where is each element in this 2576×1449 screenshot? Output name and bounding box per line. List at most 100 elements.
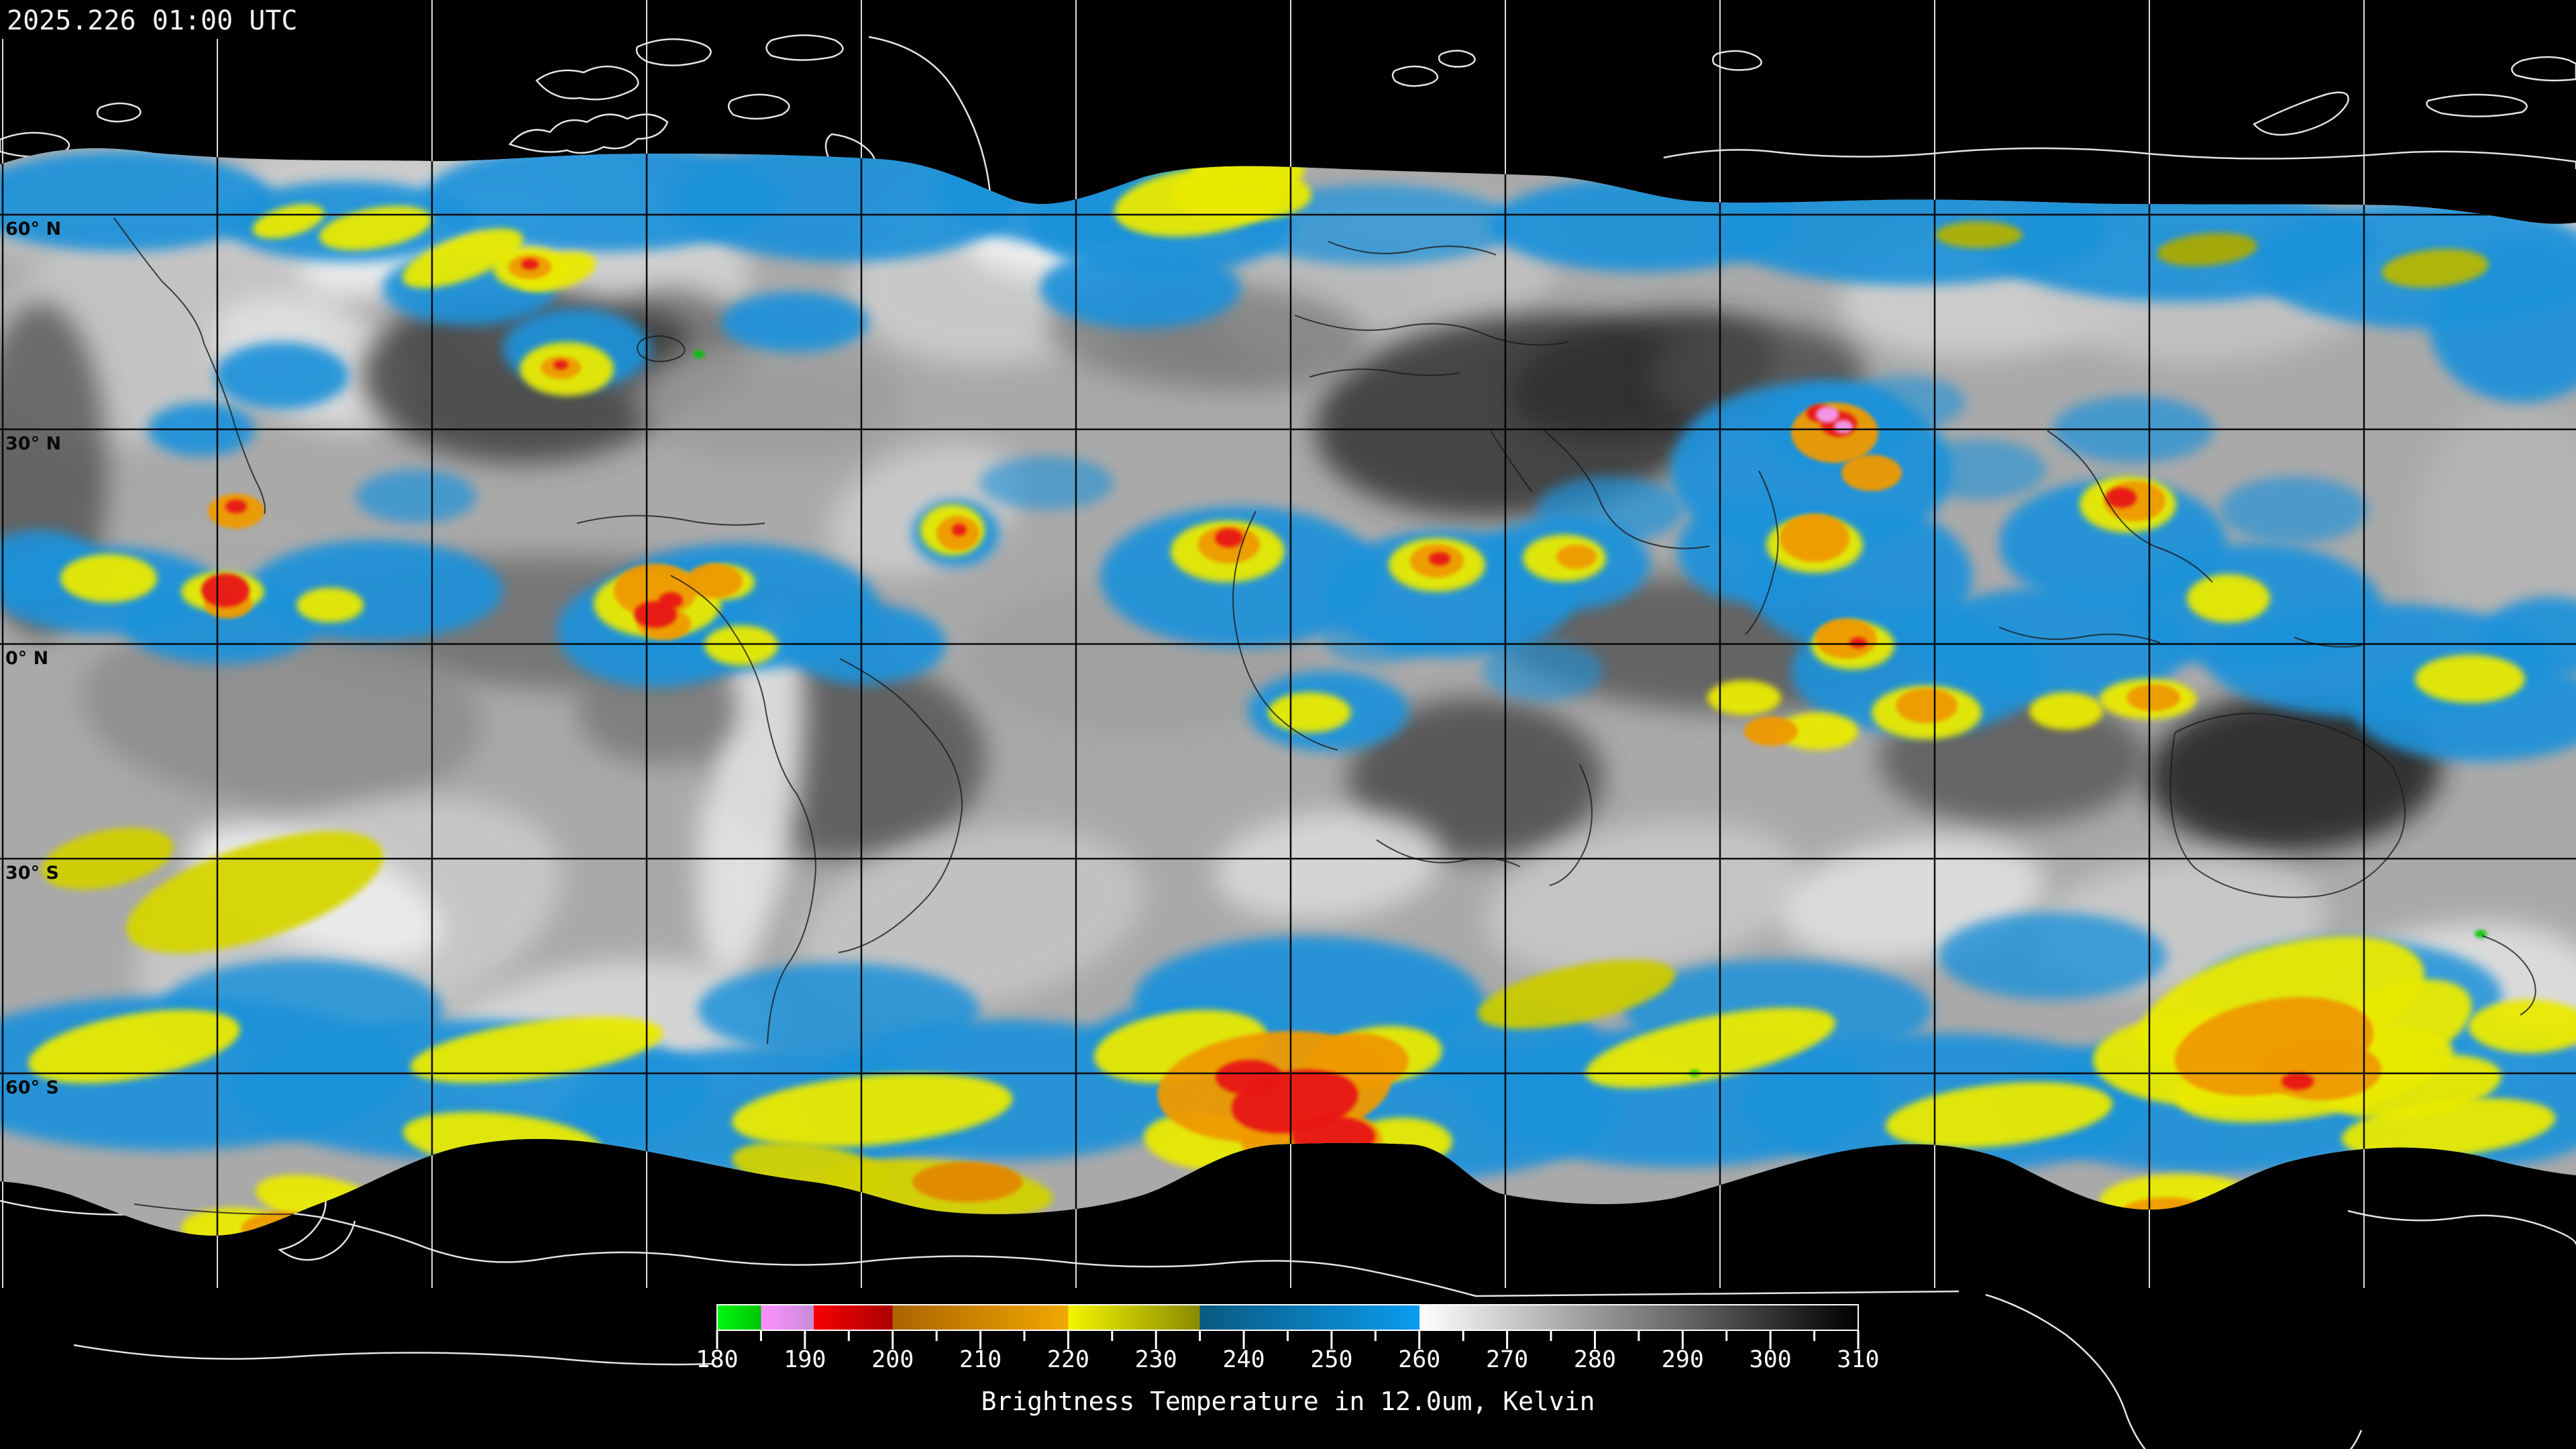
cloud-blob [553,360,568,370]
cloud-blob [979,456,1114,510]
coastline [1328,241,1497,256]
colorbar-tick-label: 300 [1750,1346,1792,1373]
cloud-blob [1744,716,1798,746]
colorbar-tick-label: 280 [1574,1346,1616,1373]
coastline [96,102,142,123]
coastline [2253,91,2349,136]
cloud-blob [2127,684,2180,711]
coastline [1549,764,1593,886]
cloud-blob [1478,959,1675,1029]
cloud-blob [1214,810,1442,920]
coastline [576,515,765,526]
timestamp-backdrop [0,0,309,39]
cloud-blob [1912,439,2046,500]
coastline [670,575,817,1044]
coastline [1985,1293,2363,1449]
coastline [727,93,790,120]
cloud-blob [201,574,250,607]
coastline [635,38,712,66]
cloud-blob [1484,820,1803,977]
cloud-blob [521,259,539,270]
coastline [2481,935,2536,1016]
cloud-blob [1849,637,1867,648]
cloud-blob [1483,641,1603,701]
cloud-blob [1885,1081,2113,1148]
cloud-blob [698,963,979,1057]
colorbar-tick-label: 200 [871,1346,914,1373]
colorbar-tick-label: 290 [1662,1346,1704,1373]
coastline [1712,50,1762,71]
cloud-blob [1040,248,1241,329]
cloud-blob [2220,476,2368,543]
coastline [1232,511,1338,751]
coastline [508,113,669,154]
cloud-blob [1268,692,1351,733]
cloud-blob [1896,688,1957,723]
colorbar-tick-label: 250 [1310,1346,1352,1373]
timestamp: 2025.226 01:00 UTC [7,5,297,36]
cloud-blob [1816,407,1839,423]
cloud-blob [1585,1008,1836,1088]
coastline [1376,839,1521,867]
cloud-blob [1815,619,1877,659]
timestamp-block: 2025.226 01:00 UTC [0,0,309,39]
coastline [535,65,639,101]
colorbar-tick-label: 210 [959,1346,1002,1373]
colorbar-tick-label: 230 [1135,1346,1177,1373]
latitude-label: 30° N [5,433,61,454]
cloud-blob [356,470,476,523]
latitude-label: 0° N [5,648,48,669]
cloud-blob [60,554,157,602]
coastline [2047,430,2213,583]
cloud-blob [659,592,683,608]
coastline [73,1344,715,1366]
colorbar-tick-label: 260 [1398,1346,1440,1373]
colorbar-tick-label: 190 [784,1346,826,1373]
cloud-blob [2106,488,2137,508]
cloud-blob [2428,241,2576,402]
coastline [1544,430,1710,549]
cloud-blob [28,1010,240,1083]
cloud-blob [1939,912,2167,1000]
cloud-blob [721,292,869,352]
coastline [1438,50,1476,68]
cloud-blob [319,205,432,251]
coastline [2511,56,2576,82]
cloud-blob [2341,1098,2556,1159]
cloud-blob [1171,168,1311,221]
coastline [0,131,70,158]
cloud-blob [1429,552,1450,566]
cloud-blob [1841,455,1902,491]
colorbar-tick-label: 220 [1047,1346,1089,1373]
latitude-label: 60° N [5,219,61,239]
cloud-blob [2029,692,2103,730]
cloud-blob [126,831,384,953]
coastline [2294,637,2362,648]
cloud-blob [1778,712,1858,750]
cloud-blob [801,826,1144,1012]
coastline [838,658,963,953]
cloud-blob [637,342,906,463]
cloud-blob [80,616,483,806]
latitude-label: 60° S [5,1077,59,1098]
coastline [1745,470,1779,635]
latitude-labels: 60° N 30° N 0° N 30° S 60° S [5,219,61,1098]
cloud-blob [2381,249,2489,288]
coastline [2426,93,2528,117]
coastline [1391,65,1438,87]
coastline [1998,627,2161,643]
cloud-blob [1834,420,1853,433]
cloud-blob [2469,1000,2576,1053]
cloud-blob [2282,1073,2314,1090]
cloud-blob [1935,221,2023,248]
colorbar-tick-label: 270 [1486,1346,1528,1373]
coastline [1309,368,1460,378]
cloud-blob [121,577,322,664]
coastline [765,34,844,61]
coastline [1663,147,2576,169]
cloud-blob [1322,610,1429,664]
graticule-over-map [0,148,2576,1236]
cloud-blob [693,350,705,358]
satellite-data-swath [0,148,2576,1236]
colorbar-ramp [716,1304,1859,1331]
